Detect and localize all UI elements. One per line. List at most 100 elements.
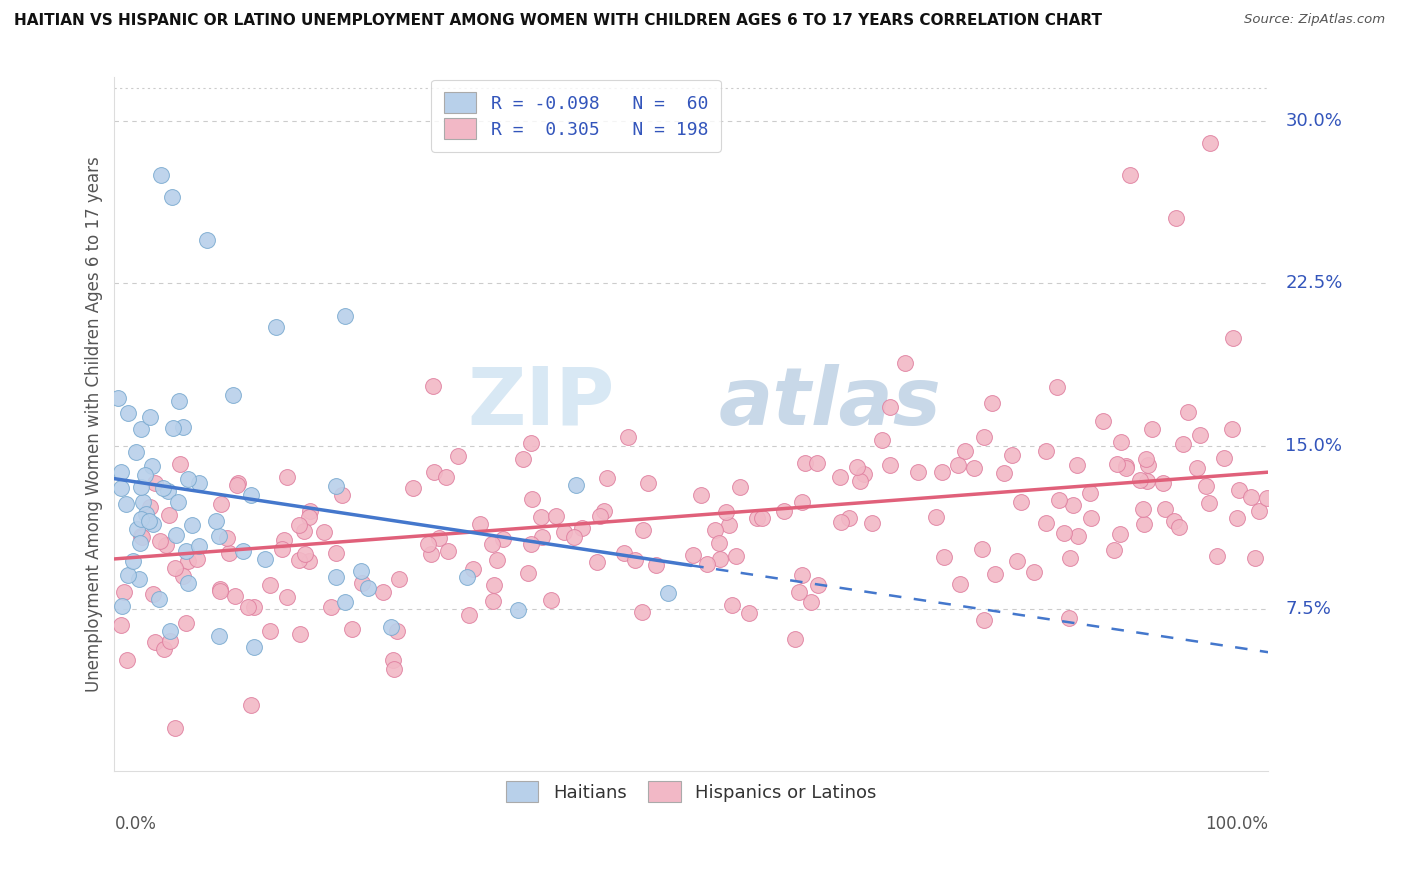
Point: [1047, 492, 1070, 507]
Point: [167, 394, 190, 409]
Point: [1066, 458, 1088, 472]
Point: [925, 509, 948, 524]
Point: [1022, 566, 1045, 580]
Point: [149, 168, 172, 182]
Point: [893, 356, 915, 370]
Point: [112, 585, 135, 599]
Point: [177, 576, 200, 591]
Text: atlas: atlas: [718, 364, 941, 442]
Point: [209, 496, 232, 510]
Point: [169, 457, 191, 471]
Point: [231, 544, 253, 558]
Point: [352, 575, 374, 590]
Point: [423, 465, 446, 479]
Point: [1188, 427, 1211, 442]
Point: [264, 319, 287, 334]
Point: [143, 634, 166, 648]
Point: [1240, 490, 1263, 504]
Point: [1115, 460, 1137, 475]
Point: [565, 477, 588, 491]
Point: [553, 525, 575, 540]
Point: [773, 504, 796, 518]
Text: 0.0%: 0.0%: [114, 815, 156, 833]
Point: [125, 522, 148, 536]
Point: [142, 587, 165, 601]
Point: [1001, 448, 1024, 462]
Point: [593, 504, 616, 518]
Point: [519, 436, 541, 450]
Point: [333, 309, 356, 323]
Point: [434, 470, 457, 484]
Point: [330, 488, 353, 502]
Point: [461, 562, 484, 576]
Point: [787, 585, 810, 599]
Point: [134, 468, 156, 483]
Point: [806, 456, 828, 470]
Point: [115, 653, 138, 667]
Point: [165, 721, 187, 735]
Point: [637, 476, 659, 491]
Point: [458, 608, 481, 623]
Point: [1118, 168, 1140, 182]
Point: [288, 518, 311, 533]
Point: [963, 461, 986, 475]
Point: [165, 561, 187, 575]
Point: [1222, 331, 1244, 345]
Point: [1220, 422, 1243, 436]
Point: [167, 495, 190, 509]
Point: [544, 508, 567, 523]
Point: [172, 569, 194, 583]
Point: [645, 558, 668, 572]
Point: [117, 406, 139, 420]
Point: [209, 582, 232, 597]
Point: [520, 536, 543, 550]
Point: [830, 515, 852, 529]
Point: [141, 458, 163, 473]
Point: [1256, 491, 1278, 505]
Point: [508, 603, 530, 617]
Point: [720, 598, 742, 612]
Point: [224, 589, 246, 603]
Point: [482, 578, 505, 592]
Point: [110, 481, 132, 495]
Y-axis label: Unemployment Among Women with Children Ages 6 to 17 years: Unemployment Among Women with Children A…: [86, 157, 103, 692]
Legend: Haitians, Hispanics or Latinos: Haitians, Hispanics or Latinos: [496, 772, 886, 811]
Point: [1102, 543, 1125, 558]
Point: [785, 632, 807, 647]
Point: [155, 538, 177, 552]
Point: [1136, 458, 1159, 472]
Point: [388, 572, 411, 586]
Point: [520, 492, 543, 507]
Point: [186, 551, 208, 566]
Point: [236, 599, 259, 614]
Point: [481, 537, 503, 551]
Point: [1109, 434, 1132, 449]
Point: [110, 618, 132, 632]
Point: [1212, 451, 1234, 466]
Point: [437, 544, 460, 558]
Point: [422, 379, 444, 393]
Point: [709, 552, 731, 566]
Point: [860, 516, 883, 530]
Point: [276, 470, 298, 484]
Point: [1080, 511, 1102, 525]
Point: [1057, 611, 1080, 625]
Point: [447, 449, 470, 463]
Point: [516, 566, 538, 580]
Point: [240, 488, 263, 502]
Point: [1053, 525, 1076, 540]
Point: [205, 514, 228, 528]
Point: [276, 591, 298, 605]
Point: [135, 508, 157, 522]
Point: [382, 652, 405, 666]
Point: [512, 452, 534, 467]
Point: [325, 570, 347, 584]
Point: [162, 421, 184, 435]
Point: [145, 476, 167, 491]
Point: [380, 620, 402, 634]
Point: [983, 567, 1005, 582]
Point: [828, 470, 851, 484]
Point: [156, 484, 179, 499]
Point: [879, 401, 901, 415]
Text: 30.0%: 30.0%: [1285, 112, 1343, 130]
